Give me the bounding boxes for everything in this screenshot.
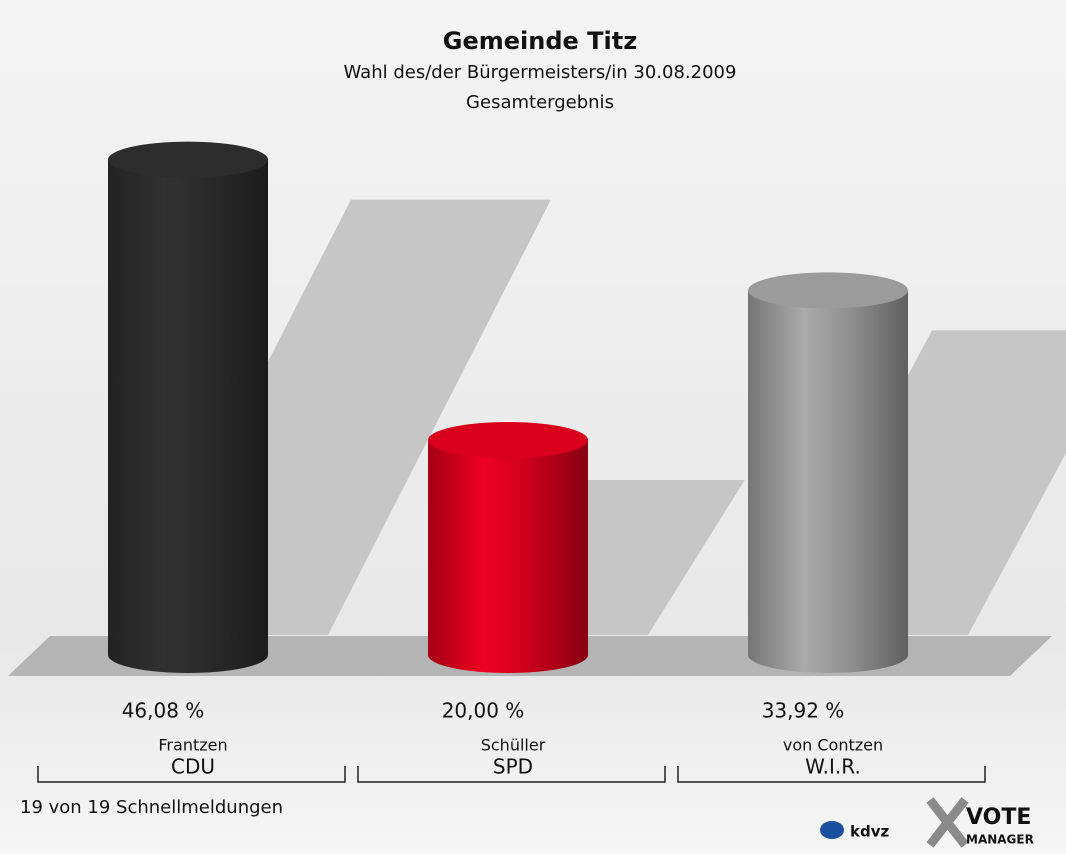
bar-body bbox=[428, 440, 588, 673]
bracket bbox=[37, 766, 346, 783]
x-tick-label: von Contzen bbox=[783, 736, 883, 755]
x-tick-label: Frantzen bbox=[158, 736, 227, 755]
chart-subtitle: Gesamtergebnis bbox=[466, 92, 614, 113]
party-label: CDU bbox=[171, 755, 215, 779]
party-label: SPD bbox=[493, 755, 533, 779]
logo-icon bbox=[926, 797, 969, 848]
x-tick-label: Schüller bbox=[481, 736, 546, 755]
logo-icon bbox=[820, 821, 844, 839]
bracket bbox=[677, 766, 986, 783]
logo-text: MANAGER bbox=[966, 833, 1034, 847]
bar-top bbox=[428, 422, 588, 458]
logo-text: kdvz bbox=[850, 823, 889, 841]
bracket bbox=[357, 766, 666, 783]
bar-body bbox=[748, 290, 908, 673]
bar-body bbox=[108, 159, 268, 673]
logo: kdvz VOTE MANAGER bbox=[820, 797, 1034, 848]
value-label: 33,92 % bbox=[762, 699, 845, 723]
bar-top bbox=[748, 272, 908, 309]
value-label: 20,00 % bbox=[442, 699, 525, 723]
value-label: 46,08 % bbox=[122, 699, 205, 723]
bar bbox=[428, 422, 588, 673]
footnote: 19 von 19 Schnellmeldungen bbox=[20, 797, 283, 818]
chart-subtitle: Wahl des/der Bürgermeisters/in 30.08.200… bbox=[344, 62, 737, 83]
chart-title: Gemeinde Titz bbox=[443, 27, 637, 55]
logo-text: VOTE bbox=[966, 805, 1031, 830]
bar bbox=[748, 272, 908, 673]
bar bbox=[108, 141, 268, 673]
bar-top bbox=[108, 141, 268, 178]
party-label: W.I.R. bbox=[805, 755, 861, 779]
